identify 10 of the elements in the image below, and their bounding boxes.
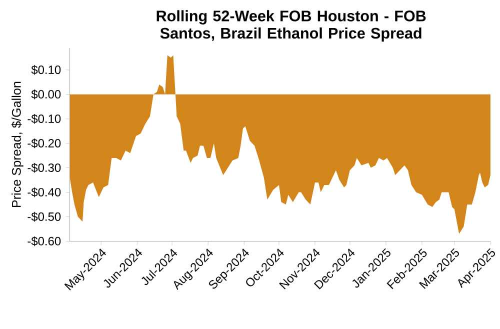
y-tick-label: -$0.20	[28, 138, 61, 148]
y-tick-label: -$0.60	[28, 236, 61, 246]
y-tick-label: $0.10	[31, 65, 61, 75]
y-tick-label: -$0.30	[28, 162, 61, 173]
y-tick-label: -$0.50	[28, 212, 61, 222]
chart-title: Rolling 52-Week FOB Houston - FOB Santos, Brazil Ethanol Price Spread	[156, 10, 426, 42]
y-tick-label: -$0.10	[28, 114, 61, 124]
y-axis-title: Price Spread, $/Gallon	[11, 82, 24, 208]
y-tick-label: $0.00	[31, 90, 61, 100]
y-tick-label: -$0.40	[28, 187, 61, 198]
